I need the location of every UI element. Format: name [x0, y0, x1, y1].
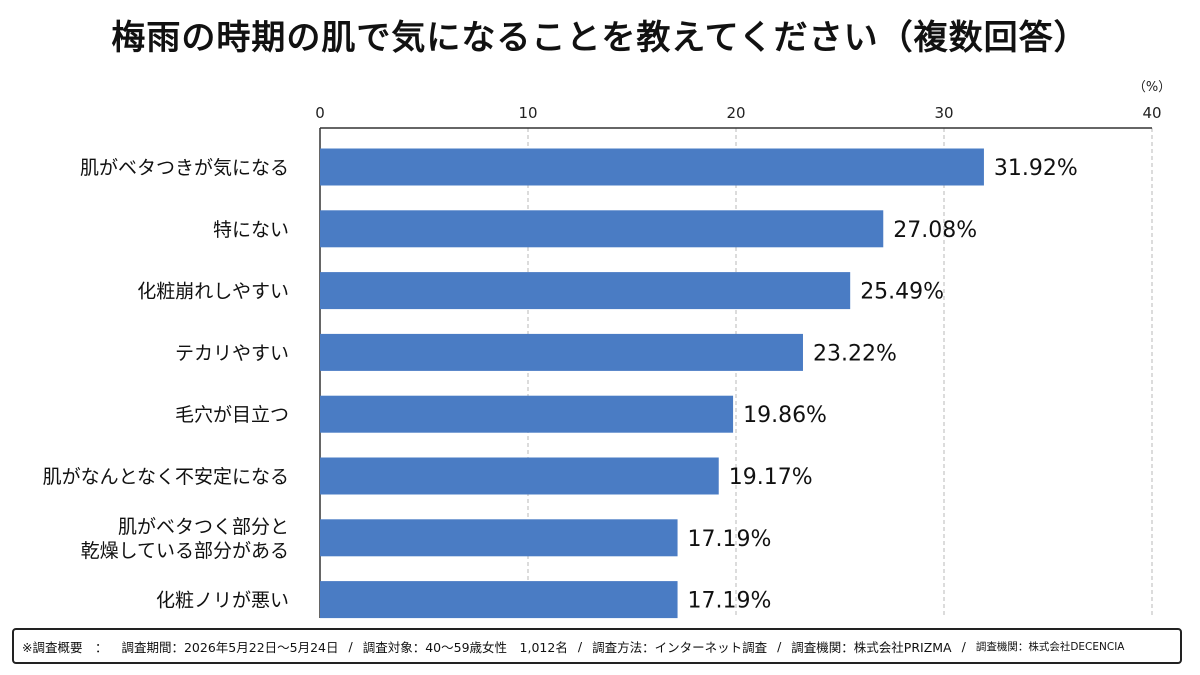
footer-separator: / — [961, 638, 966, 654]
x-tick-label: 10 — [518, 104, 537, 122]
chart-title: 梅雨の時期の肌で気になることを教えてください（複数回答） — [111, 18, 1089, 58]
category-label: 肌がなんとなく不安定になる — [43, 466, 289, 488]
footer-separator: / — [577, 638, 583, 654]
footer-method: 調査方法：インターネット調査 — [592, 639, 768, 655]
bar-value-label: 23.22% — [813, 341, 897, 366]
category-label: 乾燥している部分がある — [81, 540, 289, 562]
x-tick-label: 0 — [315, 104, 325, 122]
footer-separator: / — [777, 638, 782, 654]
bar — [320, 333, 803, 371]
bar — [320, 272, 851, 310]
bar — [320, 457, 719, 495]
bar-value-label: 31.92% — [994, 156, 1078, 181]
bar-chart: 0 10 20 30 40 （%） 31.92% 肌がベタつきが気になる 27.08% 特にない 2… — [43, 80, 1171, 619]
bar-value-label: 17.19% — [688, 589, 772, 614]
category-label: 毛穴が目立つ — [175, 404, 289, 426]
bar-value-label: 25.49% — [860, 280, 944, 305]
footer-target: 調査対象：40〜59歳女性 1,012名 — [362, 639, 568, 655]
x-tick-label: 20 — [726, 104, 745, 122]
category-label: 肌がベタつきが気になる — [80, 157, 289, 179]
footer-separator: / — [348, 638, 353, 654]
category-label: 化粧ノリが悪い — [156, 590, 289, 612]
category-label: 特にない — [213, 219, 289, 241]
footer-org-decencia: 調査機関：株式会社DECENCIA — [975, 640, 1125, 653]
category-label: テカリやすい — [175, 342, 289, 364]
survey-overview-footer: ※調査概要 ： 調査期間：2026年5月22日〜5月24日 / 調査対象：40〜… — [12, 628, 1182, 664]
bar-value-label: 17.19% — [688, 527, 772, 552]
axis-unit-label: （%） — [1133, 80, 1171, 95]
category-label: 化粧崩れしやすい — [137, 281, 289, 303]
footer-period: 調査期間：2026年5月22日〜5月24日 — [121, 639, 339, 655]
bar — [320, 395, 734, 433]
x-tick-label: 40 — [1142, 104, 1161, 122]
bar-value-label: 19.86% — [743, 403, 827, 428]
bar-value-label: 27.08% — [893, 218, 977, 243]
bar — [320, 210, 884, 248]
bar — [320, 581, 678, 619]
footer-org-prizma: 調査機関：株式会社PRIZMA — [791, 639, 952, 655]
bar — [320, 148, 984, 186]
x-tick-label: 30 — [934, 104, 953, 122]
bar — [320, 519, 678, 557]
category-label: 肌がベタつく部分と — [118, 516, 289, 538]
footer-overview-label: ※調査概要 ： — [22, 639, 108, 655]
bar-value-label: 19.17% — [729, 465, 813, 490]
